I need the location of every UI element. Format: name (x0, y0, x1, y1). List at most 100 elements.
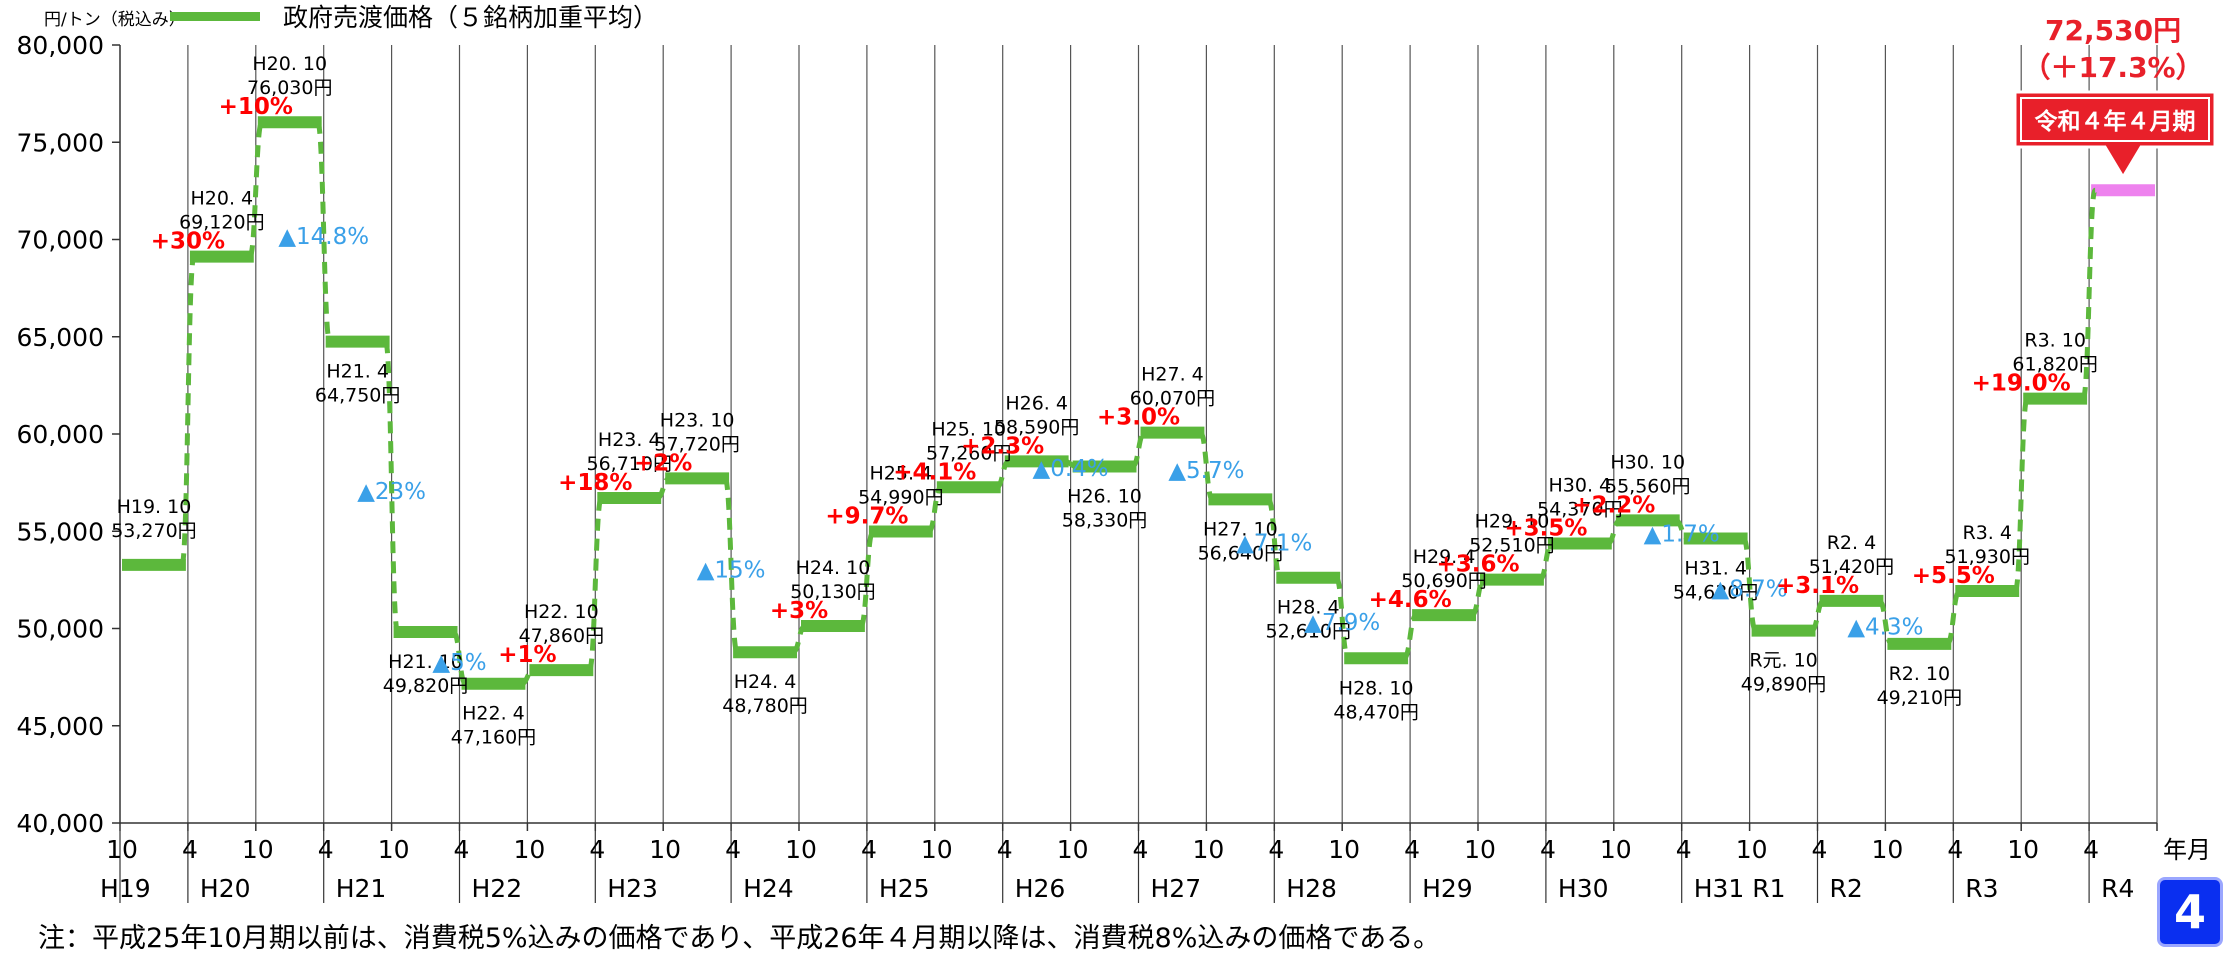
price-label: 51,930円 (1945, 546, 2030, 568)
x-month-label: 10 (1736, 835, 1768, 864)
period-label: H27. 4 (1141, 364, 1204, 386)
y-tick-label: 55,000 (17, 517, 104, 546)
highlight-price: 72,530円 (2045, 14, 2181, 47)
x-month-label: 10 (242, 835, 274, 864)
price-transition (1537, 541, 1555, 583)
legend-swatch (170, 12, 260, 21)
highlight-change: （＋17.3%） (2022, 51, 2203, 84)
period-label: H31. 4 (1684, 557, 1747, 579)
x-month-label: 10 (1464, 835, 1496, 864)
change-label-up: +3.6% (1436, 552, 1519, 578)
period-label: H20. 4 (191, 188, 254, 210)
change-label-up: +3% (770, 598, 828, 624)
change-label-down: ▲5% (432, 650, 486, 676)
change-label-down: ▲7.1% (1236, 531, 1312, 557)
price-transition (247, 119, 265, 260)
price-transition (858, 528, 876, 629)
price-transition (1469, 577, 1487, 618)
change-label-up: +4.1% (893, 459, 976, 485)
price-transition (586, 495, 604, 673)
y-tick-label: 80,000 (17, 31, 104, 60)
change-label-up: +2% (634, 450, 692, 476)
price-transition (722, 475, 740, 655)
x-month-label: 10 (378, 835, 410, 864)
price-label: 48,780円 (722, 695, 807, 717)
y-tick-label: 50,000 (17, 615, 104, 644)
page-number-badge: 4 (2157, 877, 2223, 947)
x-tick-labels: 10 4 10 4 10 4 10 4 10 4 10 4 10 4 10 4 10 4 10 4 10 4 10 4 10 4 1… (100, 835, 2211, 903)
price-transition (1197, 430, 1215, 502)
period-label: H24. 4 (734, 671, 797, 693)
x-month-label: 10 (921, 835, 953, 864)
price-transition (315, 119, 333, 345)
x-month-label: 10 (106, 835, 138, 864)
callout-inner-border (2020, 97, 2210, 142)
x-year-label: H21 (336, 874, 387, 903)
period-label: H24. 10 (796, 557, 871, 579)
x-month-label: 4 (861, 835, 877, 864)
x-year-label: H30 (1558, 874, 1609, 903)
x-month-label: 4 (1947, 835, 1963, 864)
change-label-down: ▲8.7% (1712, 577, 1788, 603)
price-label: 47,160円 (451, 727, 536, 749)
price-label: 54,370円 (1537, 499, 1622, 521)
y-tick-label: 45,000 (17, 712, 104, 741)
price-label: 53,270円 (111, 520, 196, 542)
price-label: 49,820円 (383, 675, 468, 697)
price-transition (1333, 575, 1351, 661)
x-year-label: H27 (1151, 874, 1202, 903)
price-transition (383, 339, 401, 635)
y-tick-label: 70,000 (17, 226, 104, 255)
price-label: 50,690円 (1401, 570, 1486, 592)
period-label: H27. 10 (1203, 518, 1278, 540)
legend-label: 政府売渡価格（５銘柄加重平均） (283, 3, 658, 32)
x-month-label: 4 (1404, 835, 1420, 864)
price-transition (1606, 517, 1621, 547)
x-month-label: 4 (182, 835, 198, 864)
x-month-label: 4 (725, 835, 741, 864)
x-month-label: 4 (318, 835, 334, 864)
y-tick-label: 40,000 (17, 809, 104, 838)
price-label: 76,030円 (247, 77, 332, 99)
period-label: H22. 10 (524, 601, 599, 623)
x-year-label: R4 (2101, 874, 2134, 903)
x-year-label: H28 (1286, 874, 1337, 903)
period-label: R3. 10 (2024, 330, 2086, 352)
x-month-label: 10 (1328, 835, 1360, 864)
period-label: H26. 10 (1067, 485, 1142, 507)
price-label: 58,590円 (994, 416, 1079, 438)
x-month-label: 10 (513, 835, 545, 864)
price-transition (2080, 187, 2098, 402)
price-label: 69,120円 (179, 212, 264, 234)
vertical-gridlines (187, 45, 2158, 823)
change-label-up: +3.1% (1776, 573, 1859, 599)
price-label: 57,260円 (926, 442, 1011, 464)
change-label-up: +2.2% (1572, 492, 1655, 518)
x-month-label: 4 (589, 835, 605, 864)
price-series (122, 116, 2155, 690)
change-label-up: +10% (219, 94, 293, 120)
price-label: 48,470円 (1333, 701, 1418, 723)
price-label: 60,070円 (1130, 388, 1215, 410)
change-label-up: +2.3% (961, 433, 1044, 459)
price-label: 52,510円 (1469, 535, 1554, 557)
period-label: H29. 4 (1413, 546, 1476, 568)
period-label: H30. 4 (1549, 475, 1612, 497)
x-year-label: H24 (743, 874, 794, 903)
period-label: H28. 4 (1277, 597, 1340, 619)
callout-box (2013, 90, 2217, 180)
price-transition (451, 629, 468, 687)
price-transition (995, 458, 1010, 490)
period-label: H30. 10 (1610, 451, 1685, 473)
price-transition (1401, 612, 1419, 661)
price-transition (1741, 535, 1759, 634)
price-label: 47,860円 (519, 625, 604, 647)
period-label: H29. 10 (1475, 511, 1550, 533)
price-transition (2012, 396, 2030, 594)
price-transition (656, 475, 671, 501)
x-year-label: R2 (1830, 874, 1863, 903)
price-label: 50,130円 (790, 581, 875, 603)
price-transition (1265, 496, 1283, 581)
x-month-label: 10 (649, 835, 681, 864)
x-month-label: 10 (1192, 835, 1224, 864)
